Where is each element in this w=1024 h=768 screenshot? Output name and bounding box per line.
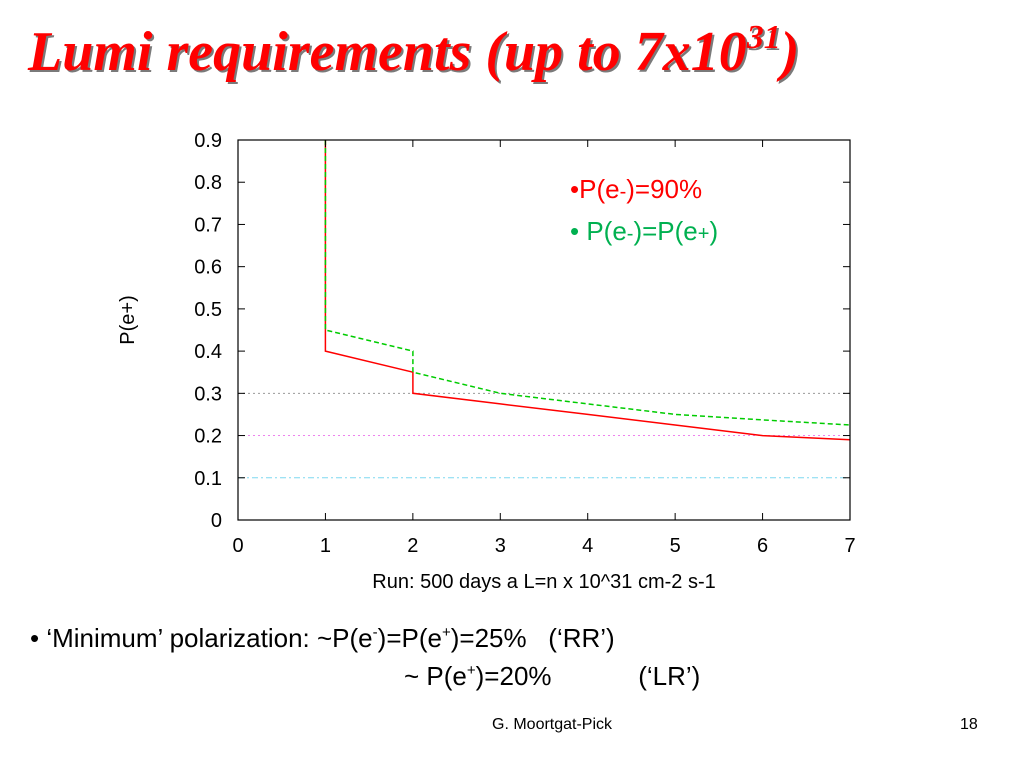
y-tick-label: 0 — [211, 510, 222, 532]
x-tick-label: 0 — [232, 535, 243, 557]
legend-entry-0: •P(e-)=90% — [570, 174, 702, 204]
x-tick-label: 3 — [495, 535, 506, 557]
legend-text-c: ) — [709, 216, 718, 246]
luminosity-chart: 0 1 2 3 4 5 6 7 0 0.1 0.2 0.3 0.4 0.5 0.6 0.7 0.8 0.9 Run… — [117, 130, 856, 593]
y-tick-label: 0.6 — [194, 257, 222, 279]
y-tick-label: 0.4 — [194, 341, 222, 363]
chart-series — [324, 140, 851, 441]
bullet-minimum-polarization: • ‘Minimum’ polarization: ~P(e-)=P(e+)=2… — [30, 622, 615, 654]
legend-sub-b: + — [698, 223, 710, 245]
legend-bullet: • — [570, 216, 586, 246]
x-axis-label: Run: 500 days a L=n x 10^31 cm-2 s-1 — [372, 571, 715, 593]
legend-text-a: P(e — [579, 174, 619, 204]
legend-sub-a: - — [627, 223, 634, 245]
slide-title-text: Lumi requirements (up to 7x10 — [28, 21, 747, 83]
bullet1-prefix: • ‘Minimum’ polarization: ~P(e — [30, 623, 373, 653]
bullet-lr-polarization: ~ P(e+)=20% (‘LR’) — [404, 660, 700, 692]
x-tick-label: 1 — [320, 535, 331, 557]
y-tick-label: 0.1 — [194, 468, 222, 490]
bullet1-suffix: )=25% (‘RR’) — [450, 623, 615, 653]
series-line-1 — [324, 140, 851, 426]
x-tick-label: 6 — [757, 535, 768, 557]
legend-text-b: )=P(e — [633, 216, 697, 246]
y-tick-label: 0.2 — [194, 426, 222, 448]
bullet1-sup-plus: + — [441, 624, 451, 641]
y-tick-label: 0.8 — [194, 172, 222, 194]
legend-sub-a: - — [620, 181, 627, 203]
slide-title-exponent: 31 — [746, 19, 781, 56]
bullet2-suffix: )=20% (‘LR’) — [475, 661, 701, 691]
y-tick-label: 0.5 — [194, 299, 222, 321]
footer-author: G. Moortgat-Pick — [492, 716, 613, 733]
bullet1-sup-minus: - — [372, 624, 378, 641]
x-tick-label: 5 — [670, 535, 681, 557]
x-tick-label: 4 — [582, 535, 593, 557]
legend-bullet: • — [570, 174, 579, 204]
x-tick-label: 7 — [844, 535, 855, 557]
plot-frame — [237, 139, 851, 521]
y-axis-label: P(e+) — [117, 295, 139, 344]
reference-lines — [238, 392, 850, 479]
bullet2-sup-plus: + — [466, 662, 476, 679]
chart-legend: •P(e-)=90%• P(e-)=P(e+) — [570, 174, 718, 246]
page-number: 18 — [960, 716, 978, 733]
axis-ticks: 0 1 2 3 4 5 6 7 0 0.1 0.2 0.3 0.4 0.5 0.6 0.7 0.8 0.9 — [194, 130, 855, 557]
legend-entry-1: • P(e-)=P(e+) — [570, 216, 718, 246]
legend-text-a: P(e — [586, 216, 626, 246]
x-tick-label: 2 — [407, 535, 418, 557]
bullet2-prefix: ~ P(e — [404, 661, 467, 691]
bullet1-mid: )=P(e — [377, 623, 442, 653]
y-tick-label: 0.9 — [194, 130, 222, 152]
slide-title-close: ) — [780, 21, 800, 83]
y-tick-label: 0.3 — [194, 383, 222, 405]
legend-text-b: )=90% — [626, 174, 702, 204]
slide-title: Lumi requirements (up to 7x1031) — [28, 20, 799, 84]
series-line-0 — [324, 140, 851, 441]
y-tick-label: 0.7 — [194, 214, 222, 236]
